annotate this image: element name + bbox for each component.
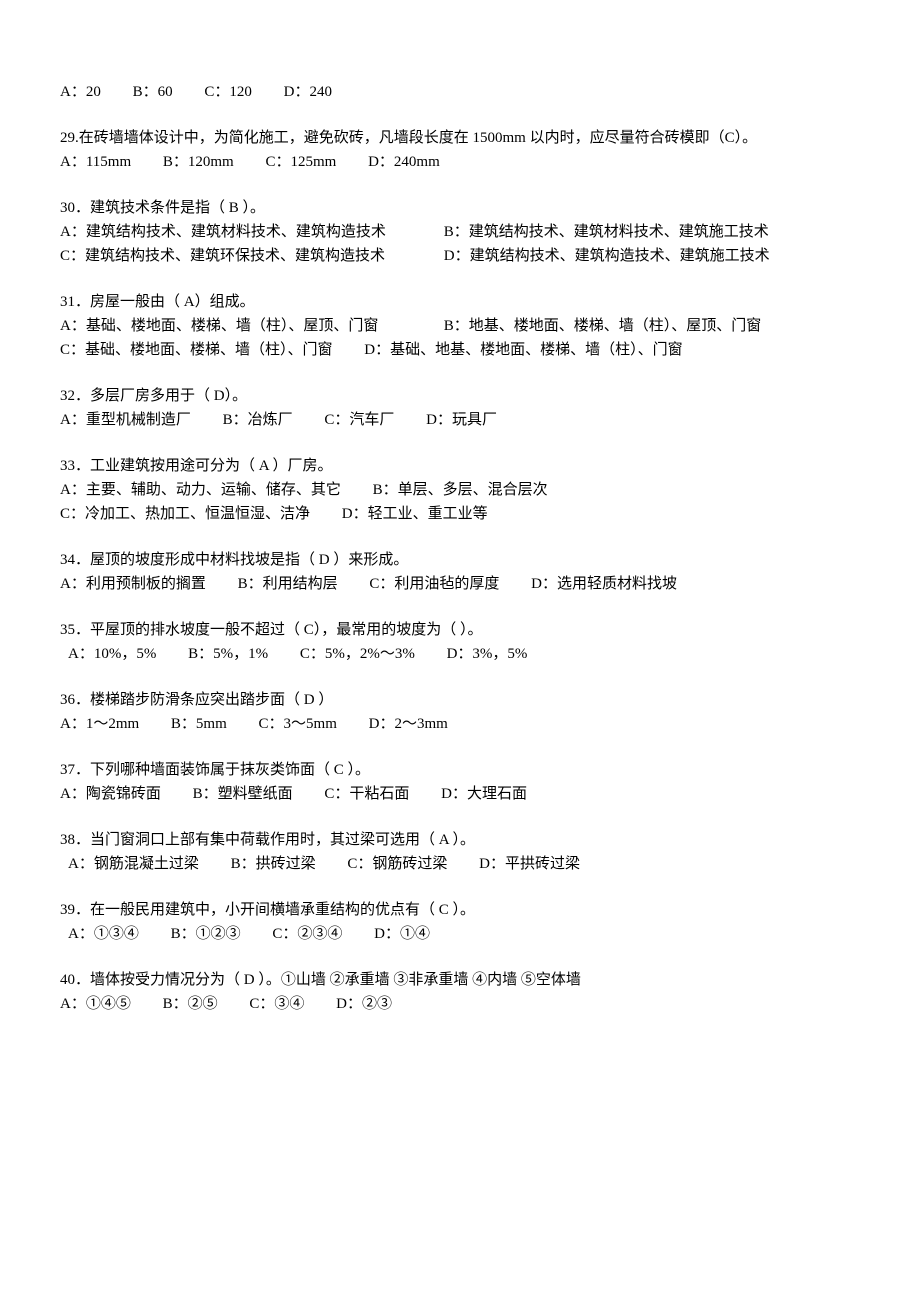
q36-option-d: D：2～3mm — [369, 712, 448, 736]
q40-option-c: C：③④ — [249, 992, 304, 1016]
q38: 38．当门窗洞口上部有集中荷载作用时，其过梁可选用（ A ）。 A：钢筋混凝土过… — [60, 828, 860, 876]
q29-stem: 29.在砖墙墙体设计中，为简化施工，避免砍砖，凡墙段长度在 1500mm 以内时… — [60, 126, 860, 150]
q34-option-b: B：利用结构层 — [238, 572, 338, 596]
q40-options: A：①④⑤ B：②⑤ C：③④ D：②③ — [60, 992, 860, 1016]
q38-option-d: D：平拱砖过梁 — [479, 852, 580, 876]
q40-stem: 40．墙体按受力情况分为（ D ）。①山墙 ②承重墙 ③非承重墙 ④内墙 ⑤空体… — [60, 968, 860, 992]
q28-option-b: B：60 — [133, 80, 173, 104]
q35-stem: 35．平屋顶的排水坡度一般不超过（ C），最常用的坡度为（ ）。 — [60, 618, 860, 642]
q37-option-b: B：塑料壁纸面 — [193, 782, 293, 806]
q39-option-d: D：①④ — [374, 922, 430, 946]
q33-options: A：主要、辅助、动力、运输、储存、其它 B：单层、多层、混合层次 C：冷加工、热… — [60, 478, 860, 526]
document-page: A：20 B：60 C：120 D：240 29.在砖墙墙体设计中，为简化施工，… — [0, 0, 920, 1302]
q29-options: A：115mm B：120mm C：125mm D：240mm — [60, 150, 860, 174]
q35-options: A：10%，5% B：5%，1% C：5%，2%～3% D：3%，5% — [60, 642, 860, 666]
q29-option-b: B：120mm — [163, 150, 234, 174]
q33: 33．工业建筑按用途可分为（ A ）厂房。 A：主要、辅助、动力、运输、储存、其… — [60, 454, 860, 526]
q29-option-a: A：115mm — [60, 150, 131, 174]
q36-option-c: C：3～5mm — [259, 712, 337, 736]
q39-option-b: B：①②③ — [171, 922, 241, 946]
q35-option-c: C：5%，2%～3% — [300, 642, 415, 666]
q30-option-c: C：建筑结构技术、建筑环保技术、建筑构造技术 — [60, 244, 440, 268]
q30: 30．建筑技术条件是指（ B ）。 A：建筑结构技术、建筑材料技术、建筑构造技术… — [60, 196, 860, 268]
q36-options: A：1～2mm B：5mm C：3～5mm D：2～3mm — [60, 712, 860, 736]
q31-options: A：基础、楼地面、楼梯、墙（柱）、屋顶、门窗 B：地基、楼地面、楼梯、墙（柱）、… — [60, 314, 860, 362]
q31: 31．房屋一般由（ A）组成。 A：基础、楼地面、楼梯、墙（柱）、屋顶、门窗 B… — [60, 290, 860, 362]
q36-option-b: B：5mm — [171, 712, 227, 736]
q35-option-d: D：3%，5% — [447, 642, 528, 666]
q34-option-a: A：利用预制板的搁置 — [60, 572, 206, 596]
q32-options: A：重型机械制造厂 B：冶炼厂 C：汽车厂 D：玩具厂 — [60, 408, 860, 432]
q39-stem: 39．在一般民用建筑中，小开间横墙承重结构的优点有（ C ）。 — [60, 898, 860, 922]
q38-option-c: C：钢筋砖过梁 — [347, 852, 447, 876]
q32-stem: 32．多层厂房多用于（ D）。 — [60, 384, 860, 408]
q38-stem: 38．当门窗洞口上部有集中荷载作用时，其过梁可选用（ A ）。 — [60, 828, 860, 852]
q36-stem: 36．楼梯踏步防滑条应突出踏步面（ D ） — [60, 688, 860, 712]
q33-option-c: C：冷加工、热加工、恒温恒湿、洁净 — [60, 502, 310, 526]
q39: 39．在一般民用建筑中，小开间横墙承重结构的优点有（ C ）。 A：①③④ B：… — [60, 898, 860, 946]
q31-option-d: D：基础、地基、楼地面、楼梯、墙（柱）、门窗 — [364, 338, 682, 362]
q29-option-c: C：125mm — [265, 150, 336, 174]
q33-stem: 33．工业建筑按用途可分为（ A ）厂房。 — [60, 454, 860, 478]
q32: 32．多层厂房多用于（ D）。 A：重型机械制造厂 B：冶炼厂 C：汽车厂 D：… — [60, 384, 860, 432]
q38-option-a: A：钢筋混凝土过梁 — [68, 852, 199, 876]
q36-option-a: A：1～2mm — [60, 712, 139, 736]
q38-option-b: B：拱砖过梁 — [231, 852, 316, 876]
q35-option-a: A：10%，5% — [68, 642, 156, 666]
q39-option-c: C：②③④ — [272, 922, 342, 946]
q31-option-a: A：基础、楼地面、楼梯、墙（柱）、屋顶、门窗 — [60, 314, 440, 338]
q32-option-d: D：玩具厂 — [426, 408, 497, 432]
q28-options: A：20 B：60 C：120 D：240 — [60, 80, 860, 104]
q30-options: A：建筑结构技术、建筑材料技术、建筑构造技术 B：建筑结构技术、建筑材料技术、建… — [60, 220, 860, 268]
q37-option-a: A：陶瓷锦砖面 — [60, 782, 161, 806]
q29: 29.在砖墙墙体设计中，为简化施工，避免砍砖，凡墙段长度在 1500mm 以内时… — [60, 126, 860, 174]
q32-option-c: C：汽车厂 — [324, 408, 394, 432]
q30-option-b: B：建筑结构技术、建筑材料技术、建筑施工技术 — [444, 220, 769, 244]
q37-option-c: C：干粘石面 — [324, 782, 409, 806]
q36: 36．楼梯踏步防滑条应突出踏步面（ D ） A：1～2mm B：5mm C：3～… — [60, 688, 860, 736]
q34-stem: 34．屋顶的坡度形成中材料找坡是指（ D ）来形成。 — [60, 548, 860, 572]
q37-stem: 37．下列哪种墙面装饰属于抹灰类饰面（ C ）。 — [60, 758, 860, 782]
q34-options: A：利用预制板的搁置 B：利用结构层 C：利用油毡的厚度 D：选用轻质材料找坡 — [60, 572, 860, 596]
q28-option-c: C：120 — [204, 80, 252, 104]
q35: 35．平屋顶的排水坡度一般不超过（ C），最常用的坡度为（ ）。 A：10%，5… — [60, 618, 860, 666]
q34: 34．屋顶的坡度形成中材料找坡是指（ D ）来形成。 A：利用预制板的搁置 B：… — [60, 548, 860, 596]
q35-option-b: B：5%，1% — [188, 642, 268, 666]
q38-options: A：钢筋混凝土过梁 B：拱砖过梁 C：钢筋砖过梁 D：平拱砖过梁 — [60, 852, 860, 876]
q29-option-d: D：240mm — [368, 150, 440, 174]
q34-option-d: D：选用轻质材料找坡 — [531, 572, 677, 596]
q30-stem: 30．建筑技术条件是指（ B ）。 — [60, 196, 860, 220]
q40: 40．墙体按受力情况分为（ D ）。①山墙 ②承重墙 ③非承重墙 ④内墙 ⑤空体… — [60, 968, 860, 1016]
q40-option-a: A：①④⑤ — [60, 992, 131, 1016]
q34-option-c: C：利用油毡的厚度 — [369, 572, 499, 596]
q31-option-c: C：基础、楼地面、楼梯、墙（柱）、门窗 — [60, 338, 333, 362]
q40-option-b: B：②⑤ — [163, 992, 218, 1016]
q37: 37．下列哪种墙面装饰属于抹灰类饰面（ C ）。 A：陶瓷锦砖面 B：塑料壁纸面… — [60, 758, 860, 806]
q30-option-d: D：建筑结构技术、建筑构造技术、建筑施工技术 — [444, 244, 770, 268]
q33-option-b: B：单层、多层、混合层次 — [373, 478, 548, 502]
q39-option-a: A：①③④ — [68, 922, 139, 946]
q37-option-d: D：大理石面 — [441, 782, 527, 806]
q32-option-b: B：冶炼厂 — [223, 408, 293, 432]
q31-stem: 31．房屋一般由（ A）组成。 — [60, 290, 860, 314]
q31-option-b: B：地基、楼地面、楼梯、墙（柱）、屋顶、门窗 — [444, 314, 762, 338]
q32-option-a: A：重型机械制造厂 — [60, 408, 191, 432]
q30-option-a: A：建筑结构技术、建筑材料技术、建筑构造技术 — [60, 220, 440, 244]
q28-option-d: D：240 — [284, 80, 332, 104]
q33-option-d: D：轻工业、重工业等 — [342, 502, 488, 526]
q39-options: A：①③④ B：①②③ C：②③④ D：①④ — [60, 922, 860, 946]
q33-option-a: A：主要、辅助、动力、运输、储存、其它 — [60, 478, 341, 502]
q28-option-a: A：20 — [60, 80, 101, 104]
q37-options: A：陶瓷锦砖面 B：塑料壁纸面 C：干粘石面 D：大理石面 — [60, 782, 860, 806]
q40-option-d: D：②③ — [336, 992, 392, 1016]
